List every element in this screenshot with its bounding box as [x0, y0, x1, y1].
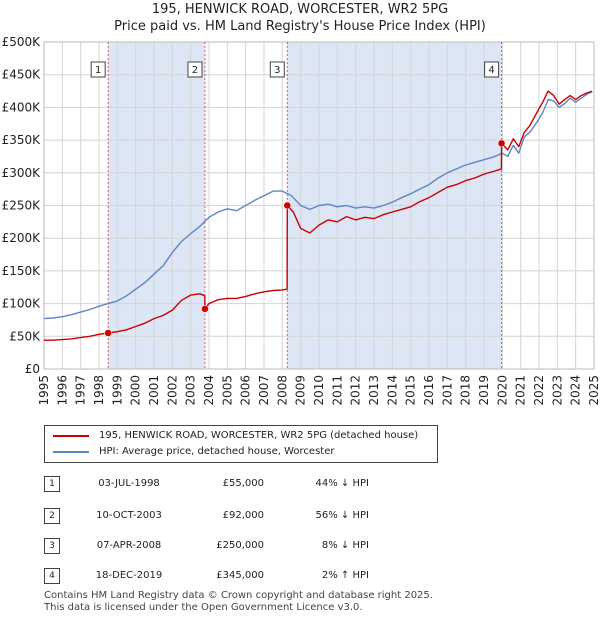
sale-date: 03-JUL-1998	[98, 478, 160, 489]
x-tick-label: 2010	[312, 375, 326, 406]
chart-title-line1: 195, HENWICK ROAD, WORCESTER, WR2 5PG	[151, 2, 449, 17]
sale-label-number: 4	[488, 65, 494, 76]
sale-row: 4 18-DEC-2019 £345,000 2% ↑ HPI	[44, 566, 444, 586]
chart-legend: 195, HENWICK ROAD, WORCESTER, WR2 5PG (d…	[44, 425, 438, 463]
x-tick-label: 1998	[92, 375, 106, 406]
sale-date: 07-APR-2008	[96, 540, 162, 551]
sale-price: £92,000	[222, 510, 264, 521]
sale-point	[104, 329, 112, 337]
sale-hpi-change: 2% ↑ HPI	[321, 570, 369, 581]
hpi-line	[43, 91, 593, 320]
x-tick-label: 2013	[367, 375, 381, 406]
y-tick-label: £100K	[2, 297, 42, 311]
x-tick-label: 2023	[550, 375, 564, 406]
sale-hpi-change: 8% ↓ HPI	[321, 540, 369, 551]
sale-row: 3 07-APR-2008 £250,000 8% ↓ HPI	[44, 536, 444, 556]
x-tick-label: 1997	[74, 375, 88, 406]
sale-price: £345,000	[216, 570, 264, 581]
x-tick-label: 1999	[110, 375, 124, 406]
x-tick-label: 2003	[184, 375, 198, 406]
x-tick-label: 2008	[275, 375, 289, 406]
y-tick-label: £200K	[2, 231, 42, 245]
y-tick-label: £500K	[2, 35, 42, 49]
x-tick-label: 2005	[220, 375, 234, 406]
y-tick-label: £150K	[2, 264, 42, 278]
sale-row: 1 03-JUL-1998 £55,000 44% ↓ HPI	[44, 474, 444, 494]
sale-label-number: 3	[274, 65, 280, 76]
x-tick-label: 2014	[385, 375, 399, 406]
y-tick-label: £0	[25, 362, 40, 376]
sale-label-box	[90, 61, 106, 78]
x-tick-label: 2006	[239, 375, 253, 406]
y-tick-label: £350K	[2, 133, 42, 147]
x-tick-label: 2020	[495, 375, 509, 406]
price-chart: £0 £50K £100K £150K £200K £250K £300K £350K £400…	[2, 35, 600, 406]
y-tick-label: £50K	[9, 329, 41, 343]
legend-label-hpi: HPI: Average price, detached house, Worc…	[99, 446, 335, 457]
x-tick-label: 2025	[587, 375, 600, 406]
y-tick-label: £300K	[2, 166, 42, 180]
sale-label-box	[187, 61, 203, 78]
x-tick-label: 2000	[129, 375, 143, 406]
legend-swatch-hpi	[53, 451, 89, 453]
y-tick-label: £450K	[2, 68, 42, 82]
sale-hpi-change: 56% ↓ HPI	[315, 510, 369, 521]
x-tick-label: 2001	[147, 375, 161, 406]
x-tick-label: 2024	[569, 375, 583, 406]
x-tick-label: 2011	[330, 375, 344, 406]
x-tick-label: 2019	[477, 375, 491, 406]
x-tick-label: 2004	[202, 375, 216, 406]
legend-label-property: 195, HENWICK ROAD, WORCESTER, WR2 5PG (d…	[99, 430, 419, 441]
footer-copyright: Contains HM Land Registry data © Crown c…	[44, 590, 433, 601]
x-tick-label: 2009	[294, 375, 308, 406]
sale-number-badge: 1	[44, 476, 60, 492]
sale-point	[201, 305, 209, 313]
sale-point	[283, 201, 292, 210]
sale-price: £55,000	[222, 478, 264, 489]
sale-row: 2 10-OCT-2003 £92,000 56% ↓ HPI	[44, 506, 444, 526]
x-tick-label: 2015	[404, 375, 418, 406]
sale-number-badge: 2	[44, 508, 60, 524]
x-tick-label: 2016	[422, 375, 436, 406]
x-tick-label: 1996	[55, 375, 69, 406]
sale-point	[497, 139, 506, 148]
x-tick-label: 2017	[440, 375, 454, 406]
y-tick-label: £400K	[2, 100, 42, 114]
x-tick-label: 2021	[514, 375, 528, 406]
footer-licence: This data is licensed under the Open Gov…	[44, 602, 363, 613]
x-tick-label: 2012	[349, 375, 363, 406]
sale-label-number: 1	[95, 65, 101, 76]
plot-frame	[43, 41, 595, 370]
sale-date: 10-OCT-2003	[96, 510, 162, 521]
x-tick-label: 2002	[165, 375, 179, 406]
x-tick-label: 2022	[532, 375, 546, 406]
sale-label-box	[484, 61, 500, 78]
sale-date: 18-DEC-2019	[95, 570, 163, 581]
x-tick-label: 1995	[37, 375, 51, 406]
x-tick-label: 2007	[257, 375, 271, 406]
chart-title-line2: Price paid vs. HM Land Registry's House …	[114, 19, 486, 34]
sale-number-badge: 3	[44, 538, 60, 554]
sale-hpi-change: 44% ↓ HPI	[315, 478, 369, 489]
sale-label-box	[269, 61, 285, 78]
y-tick-label: £250K	[2, 199, 42, 213]
legend-swatch-property	[53, 435, 89, 437]
sale-number-badge: 4	[44, 568, 60, 584]
sale-price: £250,000	[216, 540, 264, 551]
property-price-line	[44, 90, 593, 341]
sale-label-number: 2	[192, 65, 198, 76]
x-tick-label: 2018	[459, 375, 473, 406]
